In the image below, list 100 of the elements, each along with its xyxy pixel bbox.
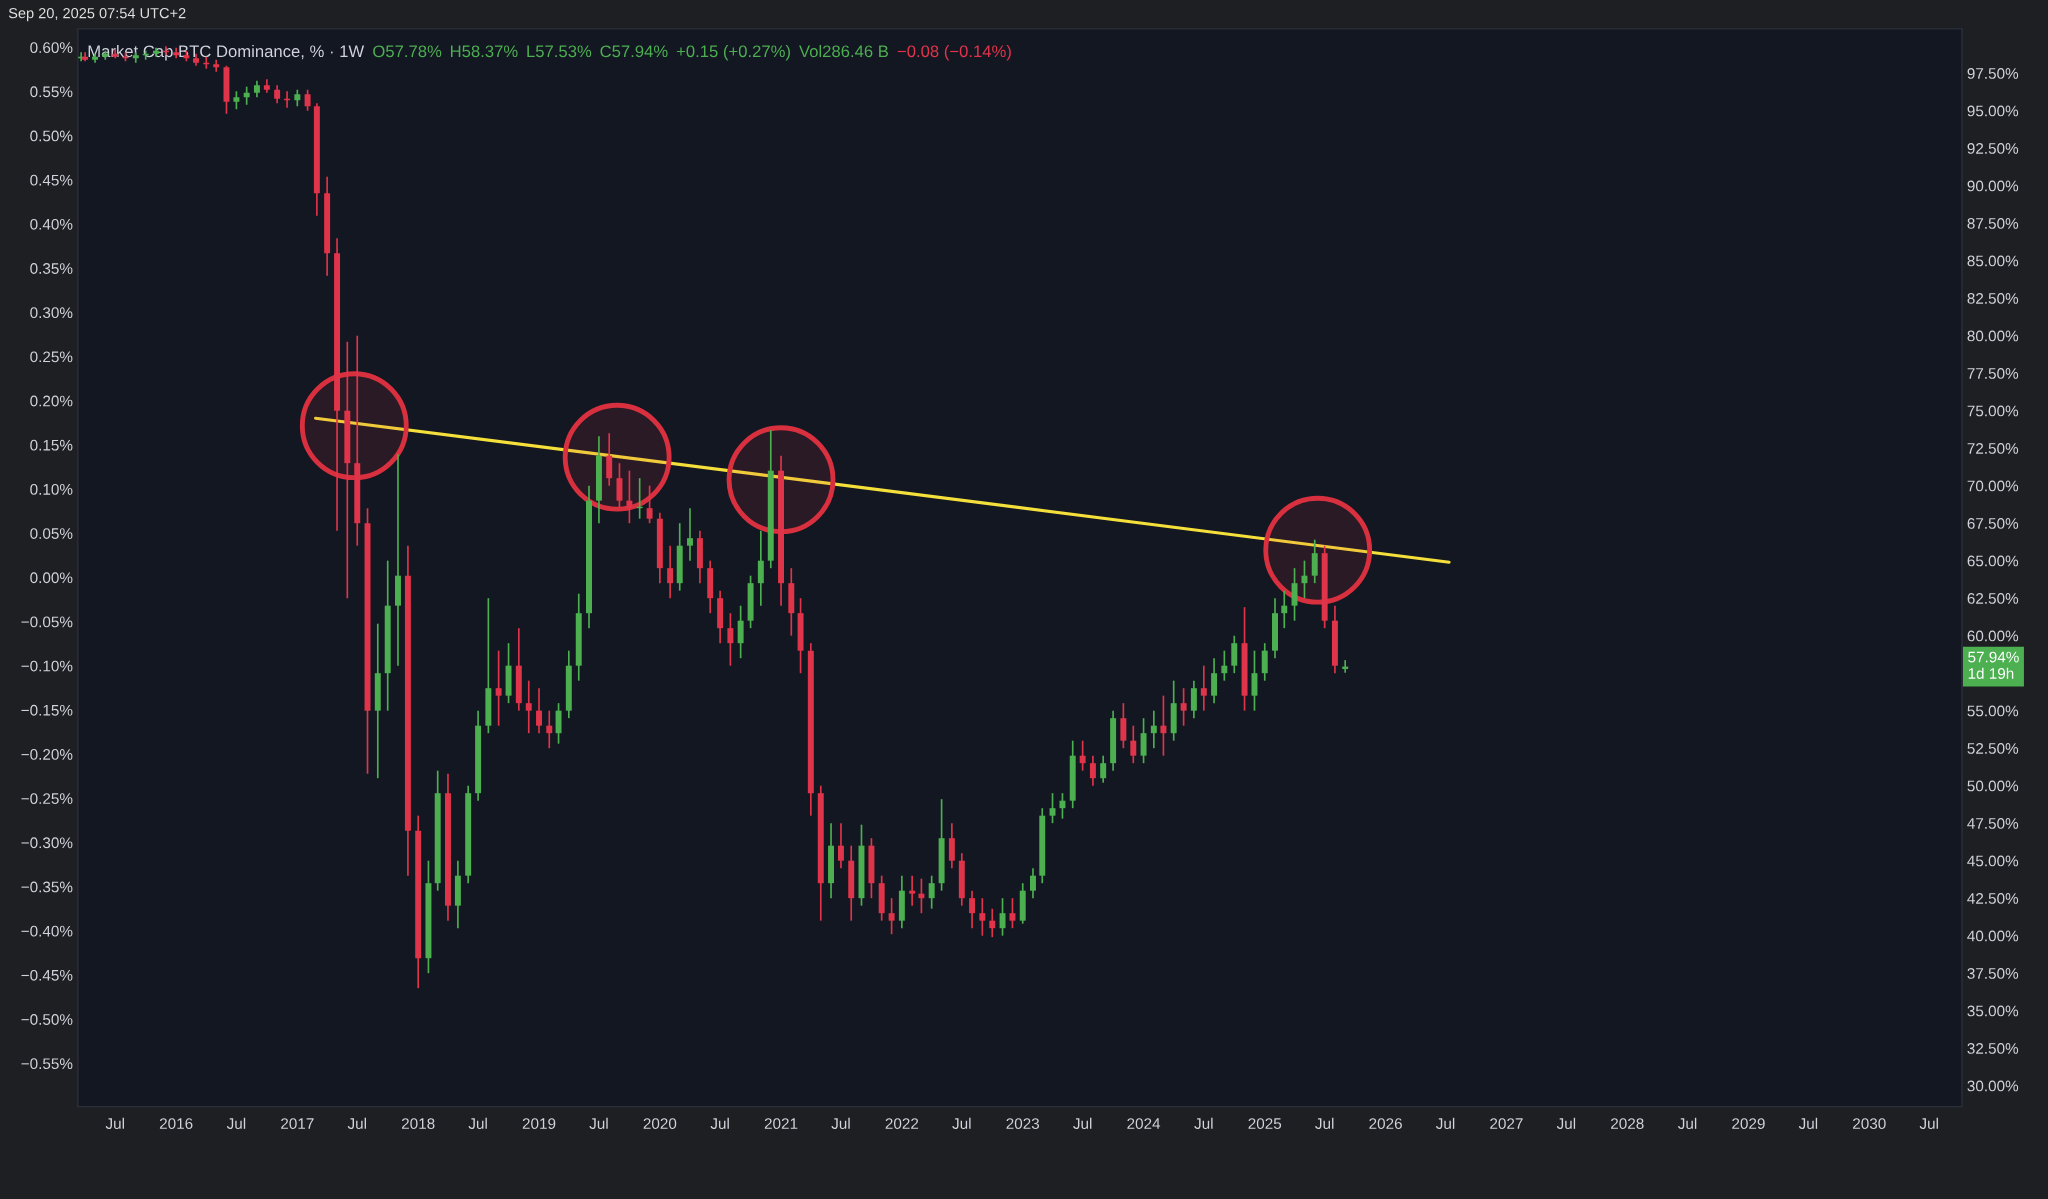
text: 57.94% [1968, 651, 2019, 663]
y-tick-label: −0.45% [21, 969, 73, 981]
candlestick [727, 612, 734, 667]
x-tick-label: Jul [1194, 1117, 1213, 1130]
candlestick [1301, 559, 1308, 600]
candlestick [646, 484, 653, 525]
candlestick [979, 897, 986, 937]
candlestick [1281, 589, 1288, 630]
candlestick [1190, 679, 1197, 720]
x-tick-label: 2017 [281, 1118, 314, 1130]
y-tick-label: 0.40% [30, 218, 73, 230]
point [299, 371, 409, 481]
text: Sep 20, 2025 07:54 UTC+2 [8, 7, 186, 22]
y-tick-label: −0.15% [21, 704, 73, 716]
x-tick-label: Jul [1678, 1117, 1697, 1130]
y2-tick-label: 80.00% [1967, 330, 2019, 342]
candlestick [1251, 649, 1258, 712]
y2-tick-label: 95.00% [1967, 105, 2019, 117]
y-tick-label: 0.55% [30, 86, 73, 98]
y2-tick-label: 92.50% [1967, 143, 2019, 154]
y2-tick-label: 40.00% [1967, 930, 2019, 942]
x-tick-label: 2030 [1853, 1118, 1886, 1130]
candlestick [837, 822, 844, 870]
candlestick [525, 679, 532, 735]
x-tick-label: 2021 [764, 1118, 798, 1130]
candlestick [616, 462, 623, 510]
candlestick [989, 907, 996, 939]
candlestick [888, 897, 895, 936]
y2-tick-label: 45.00% [1967, 855, 2019, 867]
y2-tick-label: 97.50% [1967, 68, 2019, 79]
candlestick [274, 84, 281, 105]
candlestick [948, 822, 955, 870]
candlestick [1211, 657, 1218, 705]
x-tick-label: Jul [952, 1117, 971, 1130]
candlestick [1221, 649, 1228, 682]
y-tick-label: 0.45% [30, 174, 73, 186]
x-tick-label: 2019 [522, 1118, 556, 1130]
x-tick-label: Jul [1798, 1117, 1818, 1130]
candlestick [1089, 754, 1096, 787]
y2-tick-label: 77.50% [1967, 368, 2019, 379]
candlestick [1009, 897, 1016, 930]
annotation: C57.94% [600, 45, 668, 58]
point [726, 425, 836, 535]
y2-tick-label: 50.00% [1967, 780, 2019, 792]
candlestick [626, 469, 633, 525]
y2-tick-label: 37.50% [1967, 968, 2019, 979]
y-tick-label: −0.20% [21, 749, 73, 760]
candlestick [1200, 664, 1207, 712]
y-tick-label: 0.15% [30, 439, 73, 451]
candlestick [969, 889, 976, 930]
candlestick [1180, 687, 1187, 727]
candlestick [1261, 642, 1268, 682]
x-tick-label: 2028 [1611, 1118, 1644, 1130]
x-tick-label: 2023 [1006, 1118, 1040, 1130]
y-tick-label: −0.55% [21, 1058, 73, 1070]
y2-tick-label: 35.00% [1967, 1005, 2019, 1017]
annotation: O57.78% [373, 45, 442, 58]
x-tick-label: Jul [1073, 1117, 1092, 1130]
y2-tick-label: 85.00% [1967, 255, 2019, 267]
annotation: +0.15 (+0.27%) [676, 44, 790, 61]
candlestick [1160, 694, 1167, 757]
y-tick-label: 0.20% [30, 395, 73, 407]
candlestick [304, 88, 311, 112]
y-tick-label: −0.40% [21, 925, 73, 937]
x-tick-label: Jul [1435, 1117, 1455, 1130]
candlestick [1030, 867, 1036, 900]
x-tick-label: Jul [105, 1117, 124, 1130]
candlestick [1150, 709, 1157, 750]
y2-tick-label: 82.50% [1967, 293, 2019, 304]
y-tick-label: 0.00% [30, 572, 73, 584]
point [562, 402, 672, 512]
y-tick-label: 0.10% [30, 483, 73, 495]
candlestick [536, 687, 542, 735]
candlestick [1291, 567, 1298, 622]
candlestick [233, 90, 240, 111]
x-tick-label: 2026 [1369, 1118, 1402, 1130]
x-tick-label: Jul [589, 1117, 608, 1130]
x-tick-label: Jul [1315, 1117, 1334, 1130]
y2-tick-label: 55.00% [1967, 705, 2019, 717]
y-tick-label: 0.05% [30, 528, 73, 539]
x-tick-label: Jul [710, 1117, 729, 1130]
y2-tick-label: 72.50% [1967, 443, 2019, 454]
candlestick [1120, 702, 1127, 750]
x-tick-label: Jul [347, 1117, 366, 1130]
x-tick-label: 2016 [159, 1118, 193, 1130]
candlestick [667, 544, 674, 600]
y2-tick-label: 52.50% [1967, 743, 2019, 754]
candlestick [606, 432, 613, 487]
annotation: Vol286.46 B [799, 44, 889, 58]
y-tick-label: 0.30% [30, 307, 73, 319]
x-tick-label: 2027 [1490, 1118, 1523, 1130]
x-tick-label: 2022 [885, 1118, 919, 1130]
candlestick [1311, 538, 1318, 585]
text: 1d 19h [1968, 667, 2014, 679]
x-tick-label: Jul [226, 1117, 246, 1130]
y2-tick-label: 75.00% [1967, 405, 2019, 417]
candlestick [1231, 634, 1238, 675]
y2-tick-label: 70.00% [1967, 480, 2019, 492]
candlestick [1130, 724, 1137, 765]
candlestick [495, 649, 502, 727]
